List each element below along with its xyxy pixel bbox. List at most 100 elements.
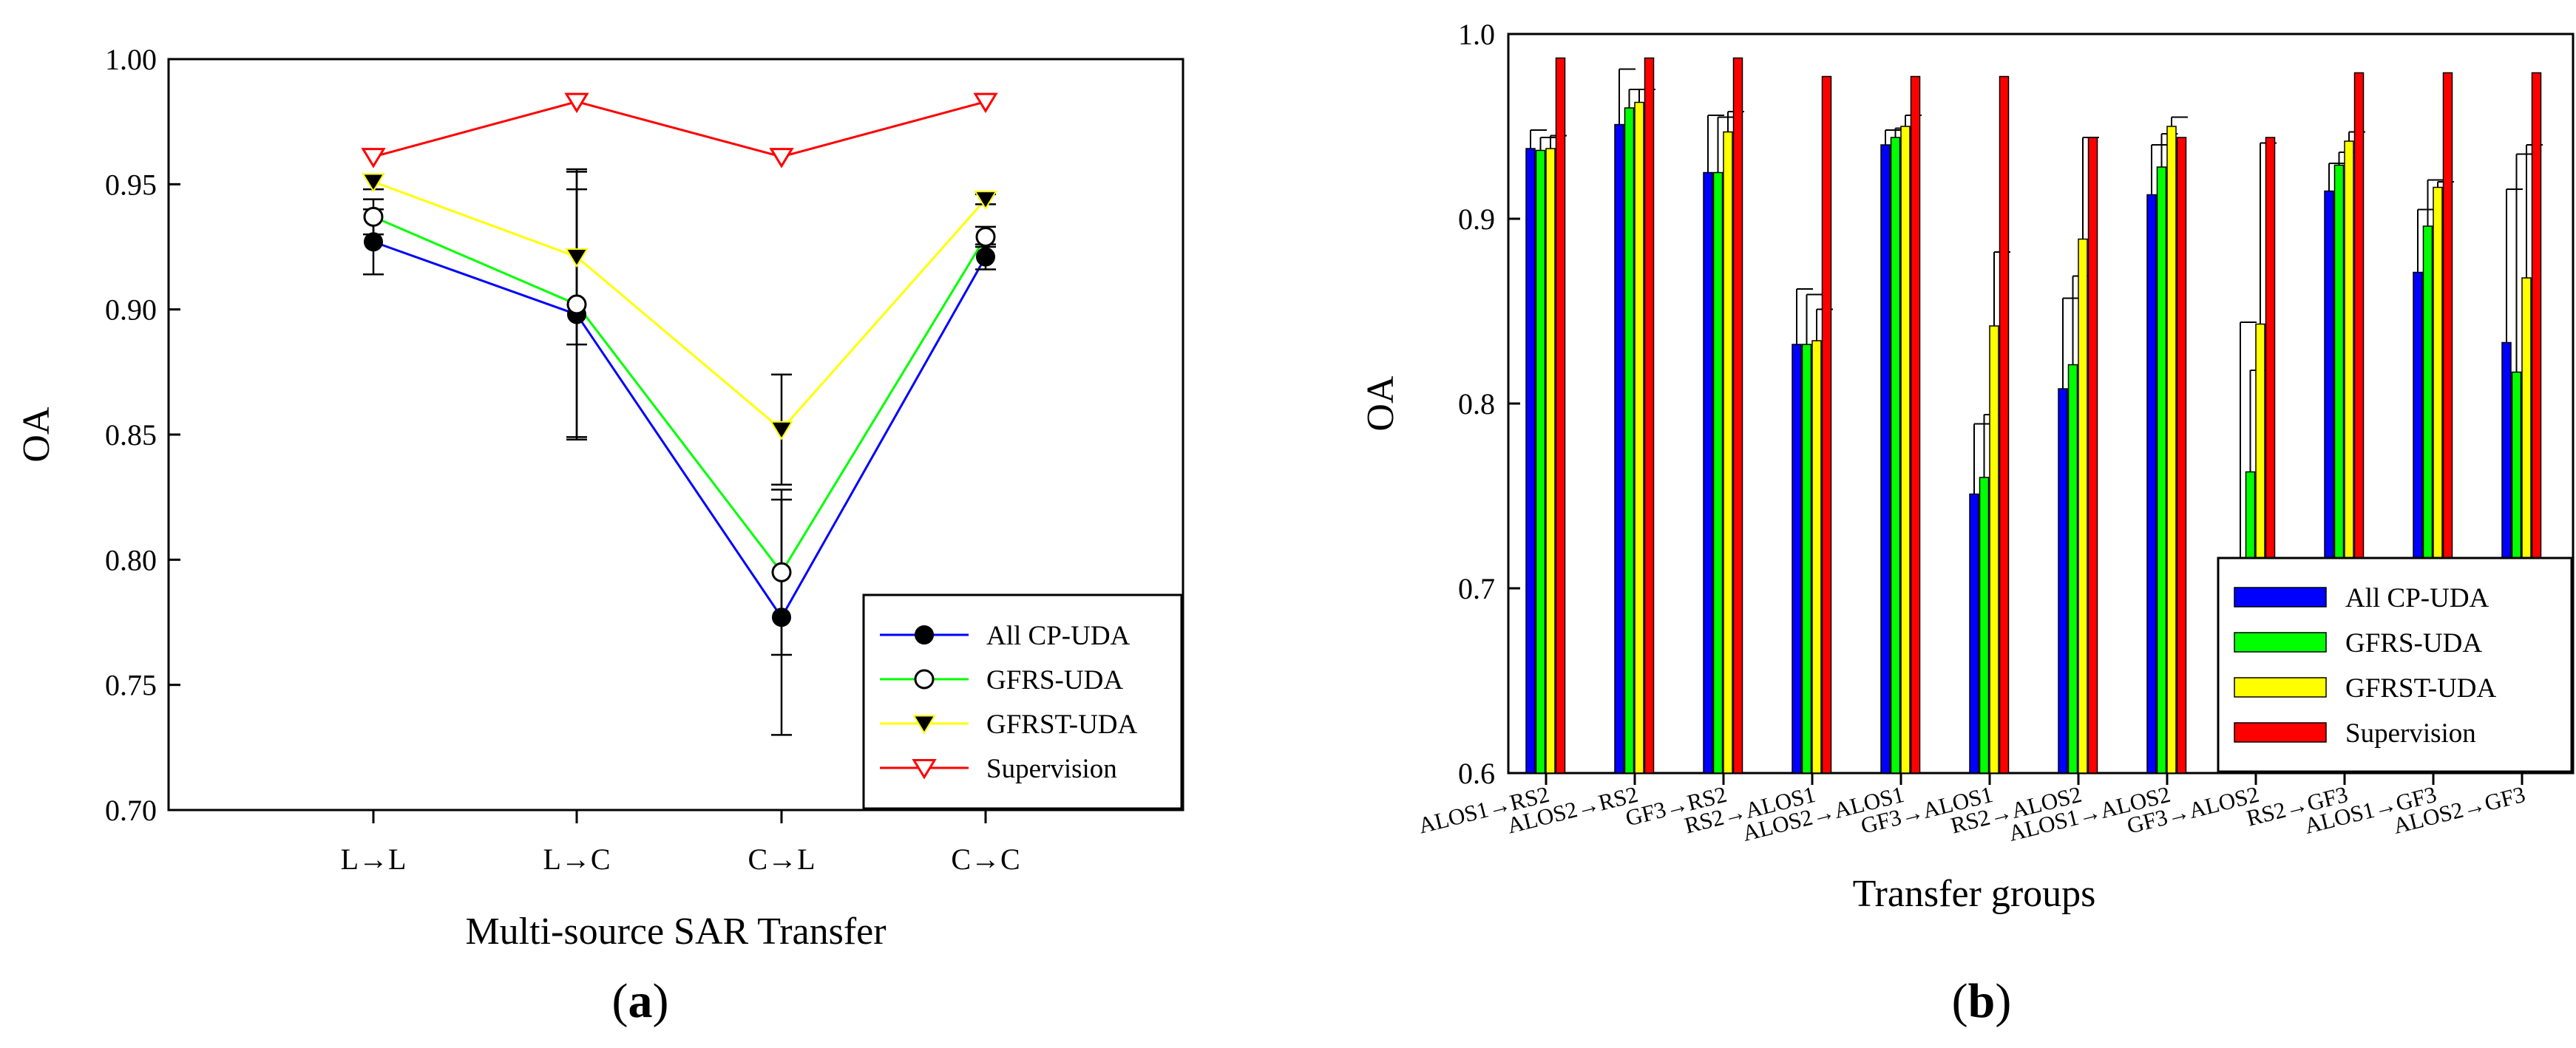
chart-b-legend-swatch-gfrs-uda: [2234, 632, 2327, 653]
chart-b: 0.60.70.80.91.0 ALOS1→RS2ALOS2→RS2GF3→RS…: [1360, 18, 2575, 1028]
chart-a-point-gfrs-uda-3: [975, 226, 996, 247]
chart-b-bar-supervision-2: [1732, 57, 1743, 774]
chart-a-series-line-all-cp-uda: [373, 240, 987, 620]
chart-a-y-tick-label: 1.00: [105, 43, 157, 76]
chart-b-bar-gfrs-uda-6: [2067, 364, 2078, 774]
chart-a-legend-marker-supervision: [912, 759, 937, 780]
chart-b-legend: All CP-UDA GFRS-UDA GFRST-UDA Supervision: [2217, 557, 2573, 773]
chart-b-legend-label-supervision: Supervision: [2345, 718, 2476, 749]
chart-b-bar-gfrst-uda-0: [1545, 148, 1556, 774]
chart-a: 0.70 0.75 0.80 0.85 0.90 0.95 1.00 L→L L→C C→L C→…: [16, 43, 1184, 1028]
chart-a-legend-label-all-cp-uda: All CP-UDA: [986, 621, 1131, 651]
chart-b-bar-gfrs-uda-3: [1801, 344, 1812, 774]
chart-a-panel-letter: a: [628, 974, 653, 1028]
chart-b-error-bar-all-cp-uda-2: [1707, 115, 1724, 173]
chart-b-error-bar-all-cp-uda-3: [1796, 288, 1813, 344]
chart-a-point-all-cp-uda-2: [772, 608, 791, 627]
chart-b-error-bar-gfrs-uda-2: [1717, 116, 1735, 173]
chart-b-bar-all-cp-uda-3: [1792, 344, 1802, 774]
chart-b-legend-label-gfrst-uda: GFRST-UDA: [2345, 673, 2497, 704]
chart-a-y-tick-label: 0.80: [105, 543, 157, 576]
chart-a-x-tick-label: L→L: [341, 843, 407, 876]
chart-a-point-gfrs-uda-2: [771, 562, 792, 582]
chart-b-bar-all-cp-uda-2: [1703, 171, 1713, 774]
chart-a-legend: All CP-UDA GFRS-UDA GFRST-UDA Supervision: [862, 593, 1183, 810]
chart-b-bar-gfrst-uda-5: [1989, 325, 1999, 774]
chart-a-point-supervision-1: [564, 92, 589, 114]
chart-b-bar-supervision-7: [2176, 137, 2187, 774]
chart-a-y-tick-label: 0.75: [105, 669, 157, 702]
chart-b-bar-gfrst-uda-2: [1723, 131, 1733, 774]
chart-b-error-bar-gfrs-uda-11: [2515, 153, 2533, 372]
chart-a-legend-marker-all-cp-uda: [915, 625, 934, 644]
chart-a-point-all-cp-uda-0: [364, 232, 383, 252]
chart-b-panel-label: (b): [1952, 974, 2012, 1028]
chart-a-point-supervision-0: [361, 148, 386, 169]
chart-a-legend-label-gfrs-uda: GFRS-UDA: [986, 665, 1123, 695]
chart-b-bar-all-cp-uda-6: [2058, 388, 2068, 774]
chart-a-point-gfrst-uda-1: [565, 248, 589, 268]
chart-b-bar-supervision-5: [1999, 75, 2010, 774]
chart-b-legend-label-gfrs-uda: GFRS-UDA: [2345, 628, 2482, 659]
chart-a-point-supervision-2: [769, 148, 794, 169]
chart-b-error-bar-all-cp-uda-0: [1530, 129, 1547, 149]
chart-b-bar-supervision-6: [2087, 137, 2098, 774]
chart-b-bar-gfrst-uda-7: [2166, 126, 2177, 774]
chart-a-point-supervision-3: [973, 92, 998, 114]
chart-b-bar-all-cp-uda-1: [1614, 123, 1624, 774]
chart-a-point-gfrst-uda-3: [974, 191, 997, 211]
chart-b-error-bar-all-cp-uda-10: [2417, 208, 2434, 273]
chart-b-bar-gfrst-uda-4: [1900, 126, 1911, 774]
chart-b-bar-gfrst-uda-6: [2078, 238, 2088, 774]
chart-b-y-axis-label: OA: [1360, 375, 1402, 432]
chart-a-y-tick-label: 0.90: [105, 293, 157, 327]
chart-b-bar-gfrs-uda-1: [1624, 107, 1635, 774]
chart-b-bar-all-cp-uda-7: [2146, 194, 2157, 774]
chart-a-y-tick-label: 0.70: [105, 794, 157, 827]
chart-b-y-tick-label: 0.6: [1458, 757, 1495, 790]
chart-b-x-axis-label: Transfer groups: [1853, 873, 2096, 915]
chart-b-bar-gfrs-uda-2: [1712, 171, 1723, 774]
chart-b-panel-letter: b: [1968, 974, 1996, 1028]
chart-a-series-line-gfrs-uda: [373, 215, 987, 574]
chart-b-error-bar-gfrs-uda-0: [1539, 137, 1557, 151]
chart-b-error-bar-all-cp-uda-7: [2151, 144, 2168, 195]
chart-a-y-axis-label: OA: [16, 406, 58, 463]
chart-a-x-tick-label: C→C: [951, 843, 1020, 876]
chart-a-legend-label-supervision: Supervision: [986, 754, 1117, 784]
chart-b-bar-gfrs-uda-0: [1535, 149, 1546, 774]
chart-b-bar-gfrs-uda-5: [1979, 477, 1990, 774]
chart-b-bar-supervision-0: [1555, 57, 1566, 774]
chart-a-point-gfrs-uda-1: [566, 294, 587, 315]
chart-b-error-bar-all-cp-uda-4: [1885, 129, 1902, 145]
chart-a-panel-label: (a): [612, 974, 669, 1028]
chart-b-bar-all-cp-uda-0: [1525, 148, 1536, 774]
chart-a-y-tick-label: 0.85: [105, 418, 157, 452]
chart-b-y-tick-label: 0.7: [1458, 572, 1495, 605]
chart-a-y-tick-label: 0.95: [105, 168, 157, 201]
chart-b-y-tick-label: 1.0: [1458, 18, 1495, 51]
chart-b-error-bar-all-cp-uda-1: [1619, 68, 1636, 125]
chart-a-point-gfrs-uda-0: [363, 206, 384, 227]
chart-b-legend-swatch-gfrst-uda: [2234, 677, 2327, 698]
chart-a-series-line-gfrst-uda: [373, 180, 987, 432]
chart-a-x-tick-label: L→C: [543, 843, 610, 876]
chart-b-legend-swatch-supervision: [2234, 722, 2327, 743]
chart-b-error-bar-gfrst-uda-7: [2171, 116, 2188, 126]
chart-a-x-tick-label: C→L: [748, 843, 815, 876]
chart-b-bar-all-cp-uda-4: [1880, 144, 1891, 774]
chart-b-bar-gfrst-uda-1: [1634, 101, 1644, 774]
chart-b-y-tick-label: 0.8: [1458, 387, 1495, 421]
chart-a-point-all-cp-uda-3: [976, 247, 995, 267]
chart-a-legend-marker-gfrs-uda: [914, 669, 935, 690]
chart-b-error-bar-all-cp-uda-5: [1973, 423, 1990, 494]
chart-b-bar-gfrst-uda-3: [1811, 340, 1822, 774]
chart-a-point-gfrst-uda-2: [770, 421, 793, 440]
chart-b-legend-swatch-all-cp-uda: [2234, 587, 2327, 608]
chart-b-legend-label-all-cp-uda: All CP-UDA: [2345, 583, 2489, 613]
chart-b-error-bar-gfrs-uda-3: [1806, 293, 1823, 344]
chart-b-bar-supervision-1: [1644, 57, 1655, 774]
chart-a-point-gfrst-uda-0: [362, 173, 385, 193]
chart-a-x-axis-label: Multi-source SAR Transfer: [465, 911, 886, 953]
